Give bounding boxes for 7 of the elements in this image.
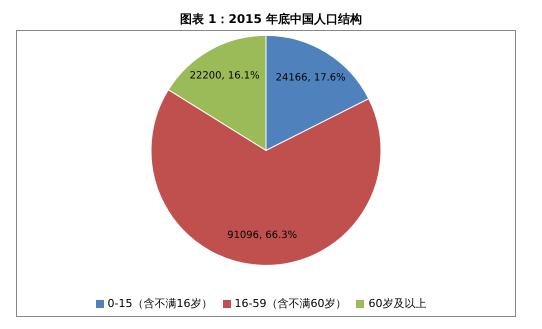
data-label: 22200, 16.1% xyxy=(190,70,260,82)
data-label: 91096, 66.3% xyxy=(227,230,298,241)
data-label: 24166, 17.6% xyxy=(276,72,346,84)
legend-label: 60岁及以上 xyxy=(368,297,426,310)
legend-label: 16-59（含不满60岁） xyxy=(234,297,346,310)
legend-label: 0-15（含不满16岁） xyxy=(108,297,212,310)
chart-title: 图表 1：2015 年底中国人口结构 xyxy=(178,11,364,28)
